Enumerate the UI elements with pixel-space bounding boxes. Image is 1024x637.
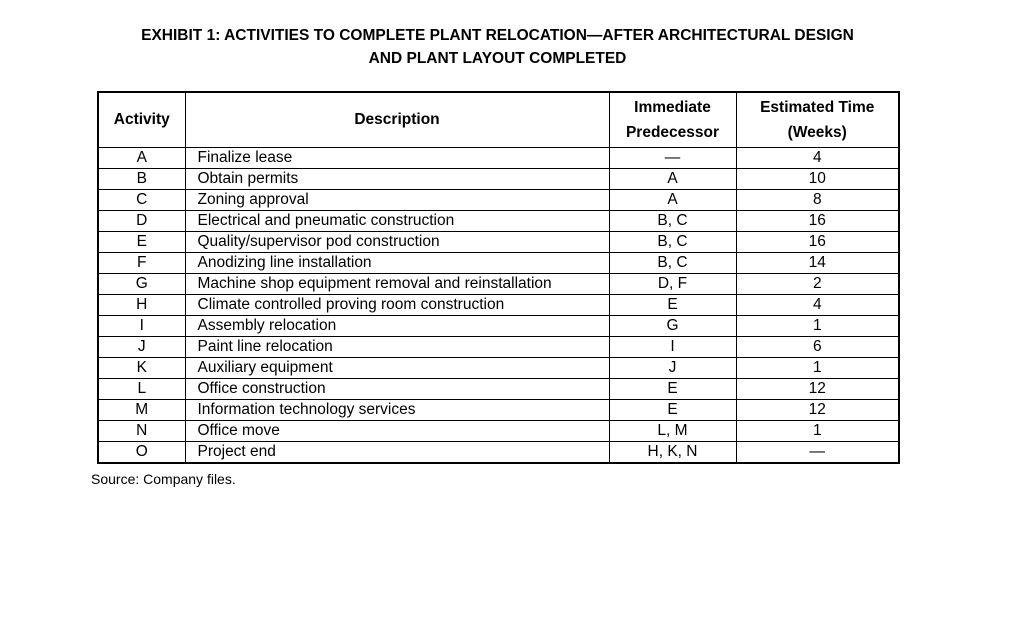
- description-cell: Anodizing line installation: [184, 251, 610, 274]
- column-header-description-label: Description: [354, 111, 440, 129]
- exhibit-title-line-2: AND PLANT LAYOUT COMPLETED: [368, 50, 627, 67]
- description-cell: Zoning approval: [184, 188, 610, 211]
- predecessor-cell: B, C: [608, 230, 737, 253]
- activities-table: Activity Description Immediate Predecess…: [97, 91, 900, 464]
- activity-cell: D: [97, 209, 186, 232]
- time-cell: 14: [735, 251, 900, 274]
- predecessor-cell: —: [608, 146, 737, 169]
- activity-cell: E: [97, 230, 186, 253]
- activity-cell: B: [97, 167, 186, 190]
- description-cell: Paint line relocation: [184, 335, 610, 358]
- description-cell: Climate controlled proving room construc…: [184, 293, 610, 316]
- column-header-time: Estimated Time (Weeks): [735, 91, 900, 148]
- table-body: A Finalize lease — 4 B Obtain permits A …: [97, 146, 900, 463]
- activity-cell: K: [97, 356, 186, 379]
- predecessor-cell: B, C: [608, 251, 737, 274]
- predecessor-cell: B, C: [608, 209, 737, 232]
- column-header-description: Description: [184, 91, 610, 148]
- description-cell: Auxiliary equipment: [184, 356, 610, 379]
- table-row: F Anodizing line installation B, C 14: [97, 251, 900, 274]
- predecessor-cell: E: [608, 398, 737, 421]
- description-cell: Office construction: [184, 377, 610, 400]
- exhibit-title-line-1: EXHIBIT 1: ACTIVITIES TO COMPLETE PLANT …: [141, 27, 854, 44]
- predecessor-cell: A: [608, 188, 737, 211]
- time-cell: 4: [735, 293, 900, 316]
- predecessor-cell: I: [608, 335, 737, 358]
- description-cell: Quality/supervisor pod construction: [184, 230, 610, 253]
- source-note: Source: Company files.: [91, 471, 236, 487]
- table-row: H Climate controlled proving room constr…: [97, 293, 900, 316]
- description-cell: Obtain permits: [184, 167, 610, 190]
- column-header-time-line-2: (Weeks): [787, 123, 847, 141]
- activity-cell: G: [97, 272, 186, 295]
- predecessor-cell: G: [608, 314, 737, 337]
- time-cell: 1: [735, 314, 900, 337]
- table-row: A Finalize lease — 4: [97, 146, 900, 169]
- activity-cell: N: [97, 419, 186, 442]
- activity-cell: I: [97, 314, 186, 337]
- time-cell: 16: [735, 230, 900, 253]
- column-header-activity-label: Activity: [113, 111, 170, 129]
- predecessor-cell: A: [608, 167, 737, 190]
- activity-cell: F: [97, 251, 186, 274]
- activity-cell: J: [97, 335, 186, 358]
- description-cell: Office move: [184, 419, 610, 442]
- predecessor-cell: E: [608, 293, 737, 316]
- time-cell: 2: [735, 272, 900, 295]
- column-header-activity: Activity: [97, 91, 186, 148]
- activity-cell: C: [97, 188, 186, 211]
- table-row: D Electrical and pneumatic construction …: [97, 209, 900, 232]
- predecessor-cell: J: [608, 356, 737, 379]
- time-cell: 6: [735, 335, 900, 358]
- time-cell: 1: [735, 356, 900, 379]
- time-cell: —: [735, 440, 900, 463]
- column-header-time-line-1: Estimated Time: [760, 98, 875, 116]
- description-cell: Assembly relocation: [184, 314, 610, 337]
- exhibit-title: EXHIBIT 1: ACTIVITIES TO COMPLETE PLANT …: [97, 24, 898, 70]
- time-cell: 12: [735, 377, 900, 400]
- activity-cell: O: [97, 440, 186, 463]
- column-header-predecessor-line-1: Immediate: [634, 98, 711, 116]
- column-header-predecessor: Immediate Predecessor: [608, 91, 737, 148]
- predecessor-cell: E: [608, 377, 737, 400]
- content-area: EXHIBIT 1: ACTIVITIES TO COMPLETE PLANT …: [97, 0, 900, 464]
- predecessor-cell: L, M: [608, 419, 737, 442]
- table-row: N Office move L, M 1: [97, 419, 900, 442]
- table-row: B Obtain permits A 10: [97, 167, 900, 190]
- activity-cell: A: [97, 146, 186, 169]
- table-row: G Machine shop equipment removal and rei…: [97, 272, 900, 295]
- table-row: J Paint line relocation I 6: [97, 335, 900, 358]
- description-cell: Information technology services: [184, 398, 610, 421]
- time-cell: 12: [735, 398, 900, 421]
- activity-cell: L: [97, 377, 186, 400]
- description-cell: Electrical and pneumatic construction: [184, 209, 610, 232]
- table-row: L Office construction E 12: [97, 377, 900, 400]
- table-row: M Information technology services E 12: [97, 398, 900, 421]
- time-cell: 16: [735, 209, 900, 232]
- time-cell: 10: [735, 167, 900, 190]
- time-cell: 1: [735, 419, 900, 442]
- predecessor-cell: H, K, N: [608, 440, 737, 463]
- table-row: E Quality/supervisor pod construction B,…: [97, 230, 900, 253]
- column-header-predecessor-line-2: Predecessor: [625, 123, 720, 141]
- activity-cell: M: [97, 398, 186, 421]
- table-row: K Auxiliary equipment J 1: [97, 356, 900, 379]
- table-row: O Project end H, K, N —: [97, 440, 900, 463]
- description-cell: Project end: [184, 440, 610, 463]
- time-cell: 4: [735, 146, 900, 169]
- table-header-row: Activity Description Immediate Predecess…: [97, 91, 900, 148]
- activity-cell: H: [97, 293, 186, 316]
- time-cell: 8: [735, 188, 900, 211]
- table-row: I Assembly relocation G 1: [97, 314, 900, 337]
- description-cell: Machine shop equipment removal and reins…: [184, 272, 610, 295]
- predecessor-cell: D, F: [608, 272, 737, 295]
- description-cell: Finalize lease: [184, 146, 610, 169]
- table-row: C Zoning approval A 8: [97, 188, 900, 211]
